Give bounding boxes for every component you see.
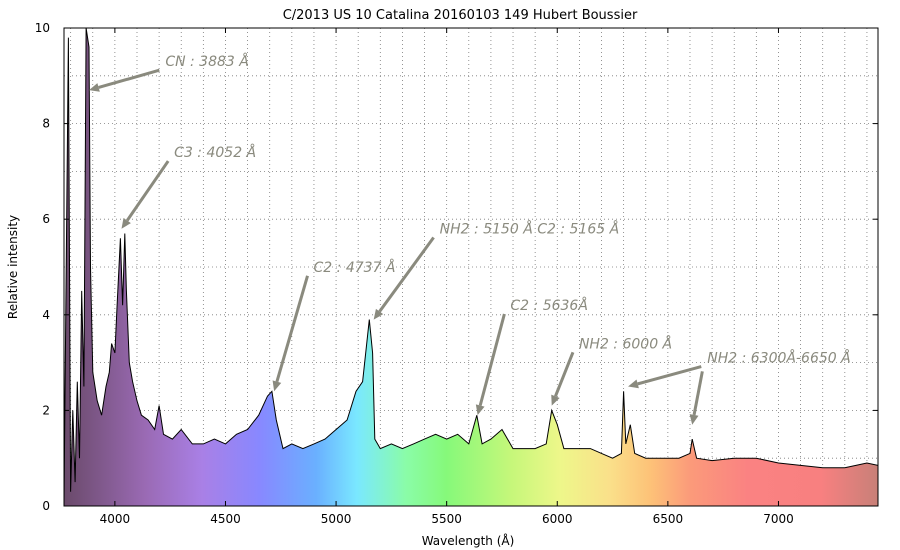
x-tick-label: 6000	[542, 512, 573, 526]
annotation-label: NH2 : 6300Å-6650 Å	[707, 350, 850, 367]
annotation-label: CN : 3883 Å	[165, 53, 249, 70]
annotations: CN : 3883 Å C3 : 4052 Å C2 : 4737 Å NH2 : 5…	[88, 53, 851, 425]
annotation-arrow	[554, 351, 575, 397]
annotation-arrowhead	[628, 379, 639, 389]
plot-frame	[63, 27, 879, 507]
x-axis-ticks: 4000 4500 5000 5500 6000 6500 7000	[100, 28, 794, 526]
y-axis-ticks: 0 2 4 6 8 10	[35, 21, 878, 513]
annotation-label: NH2 : 5150 Å C2 : 5165 Å	[440, 221, 620, 238]
annotation-label: NH2 : 6000 Å	[579, 335, 672, 352]
annotation-arrowhead	[121, 217, 131, 229]
annotation-arrow	[98, 68, 160, 89]
spectrum-fill	[64, 28, 878, 506]
annotation-arrow	[478, 313, 506, 406]
y-tick-label: 2	[42, 403, 50, 417]
y-axis-label: Relative intensity	[6, 215, 20, 319]
annotation-label: C2 : 4737 Å	[314, 259, 396, 276]
annotation-arrow	[692, 371, 704, 416]
y-tick-label: 6	[42, 212, 50, 226]
x-tick-label: 5500	[431, 512, 462, 526]
x-tick-label: 6500	[653, 512, 684, 526]
annotation-arrow	[275, 275, 309, 383]
annotation-arrow	[378, 236, 435, 313]
annotation-arrow	[125, 160, 170, 222]
y-tick-label: 8	[42, 117, 50, 131]
annotation-arrowhead	[373, 308, 384, 320]
annotation-arrowhead	[272, 380, 282, 392]
x-tick-label: 5000	[321, 512, 352, 526]
x-axis-label: Wavelength (Å)	[422, 533, 515, 548]
x-tick-label: 4500	[210, 512, 241, 526]
annotation-arrowhead	[475, 404, 485, 416]
chart-title: C/2013 US 10 Catalina 20160103 149 Huber…	[283, 8, 638, 23]
y-tick-label: 4	[42, 308, 50, 322]
annotation-label: C2 : 5636Å	[510, 297, 588, 314]
y-tick-label: 0	[42, 499, 50, 513]
annotation-label: C3 : 4052 Å	[174, 144, 256, 161]
annotation-arrowhead	[551, 394, 560, 406]
annotation-arrowhead	[689, 414, 699, 425]
x-tick-label: 7000	[763, 512, 794, 526]
y-tick-label: 10	[35, 21, 50, 35]
x-tick-label: 4000	[100, 512, 131, 526]
annotation-arrow	[637, 365, 702, 386]
annotation-arrowhead	[88, 83, 100, 92]
spectrum-line	[64, 28, 878, 502]
